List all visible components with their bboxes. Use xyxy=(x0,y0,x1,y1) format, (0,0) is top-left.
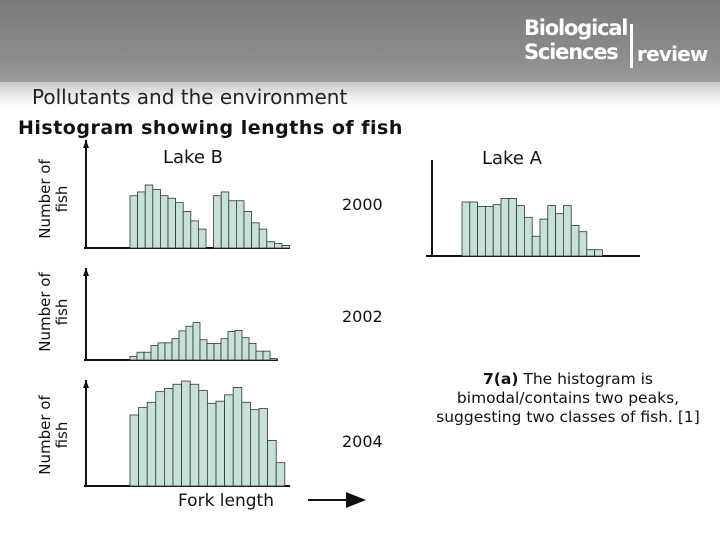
bar-lake-b-2000-20 xyxy=(281,245,290,249)
bar-lake-b-2000-13 xyxy=(228,200,237,249)
bar-lake-b-2000-0 xyxy=(129,195,138,249)
bar-lake-a-2000-15 xyxy=(578,231,588,257)
logo-line1: Biological xyxy=(524,16,629,40)
x-axis-label: Fork length xyxy=(178,491,274,511)
year-label-2004: 2004 xyxy=(342,432,383,451)
bar-lake-b-2004-17 xyxy=(275,462,286,487)
bar-lake-b-2004-14 xyxy=(249,409,260,487)
bar-lake-b-2002-20 xyxy=(269,358,278,361)
bar-lake-b-2000-11 xyxy=(213,195,222,249)
bar-lake-b-2000-17 xyxy=(258,228,268,249)
bar-lake-b-2002-7 xyxy=(178,330,187,361)
bar-lake-b-2002-6 xyxy=(171,338,180,361)
bar-lake-a-2000-17 xyxy=(594,249,603,257)
header-band: Biological Sciences review xyxy=(0,0,720,82)
bar-lake-a-2000-4 xyxy=(492,204,502,257)
bar-lake-b-2002-11 xyxy=(206,342,215,361)
bar-lake-b-2004-2 xyxy=(146,401,157,487)
bar-lake-a-2000-12 xyxy=(555,213,564,257)
answer-label: 7(a) xyxy=(483,370,519,388)
bar-lake-b-2004-15 xyxy=(258,408,269,487)
bar-lake-b-2002-18 xyxy=(255,350,264,361)
bar-lake-a-2000-5 xyxy=(500,197,510,257)
bar-lake-b-2004-6 xyxy=(181,380,191,487)
bar-lake-b-2002-16 xyxy=(241,337,250,361)
bar-lake-a-2000-8 xyxy=(524,216,533,257)
year-label-2000: 2000 xyxy=(342,195,383,214)
bar-lake-b-2002-2 xyxy=(143,351,152,361)
bar-lake-b-2002-12 xyxy=(213,342,222,361)
bar-lake-b-2004-12 xyxy=(232,387,243,487)
bar-lake-b-2000-12 xyxy=(220,191,230,249)
lake-b-label: Lake B xyxy=(163,147,223,168)
bar-lake-a-2000-13 xyxy=(563,205,572,257)
bar-lake-b-2002-4 xyxy=(157,342,166,361)
bar-lake-b-2004-7 xyxy=(189,383,200,487)
bar-lake-b-2000-15 xyxy=(243,211,252,249)
bar-lake-b-2004-16 xyxy=(267,440,277,487)
bar-lake-b-2004-11 xyxy=(224,394,234,487)
biological-sciences-review-logo: Biological Sciences review xyxy=(520,16,715,68)
bar-lake-b-2002-1 xyxy=(136,351,145,361)
bar-lake-b-2002-8 xyxy=(185,325,194,361)
bar-lake-b-2002-3 xyxy=(150,345,159,361)
bar-lake-b-2000-5 xyxy=(167,197,176,249)
bar-lake-b-2002-13 xyxy=(220,338,229,361)
bar-lake-b-2004-0 xyxy=(129,414,140,487)
bar-lake-a-2000-9 xyxy=(531,235,541,257)
bar-lake-b-2000-14 xyxy=(235,200,245,249)
bar-lake-a-2000-6 xyxy=(508,197,517,257)
bar-lake-b-2004-5 xyxy=(172,383,183,487)
bar-lake-b-2004-13 xyxy=(241,401,251,487)
bar-lake-b-2002-0 xyxy=(129,355,138,361)
bar-lake-b-2002-19 xyxy=(262,350,271,361)
bar-lake-b-2004-8 xyxy=(198,390,208,487)
lake-a-label: Lake A xyxy=(482,148,542,169)
bar-lake-b-2004-4 xyxy=(163,388,174,487)
bar-lake-b-2000-16 xyxy=(251,222,260,249)
bar-lake-b-2000-2 xyxy=(144,184,154,249)
bar-lake-b-2002-15 xyxy=(234,329,243,361)
bar-lake-a-2000-0 xyxy=(461,201,471,257)
bar-lake-b-2002-9 xyxy=(192,322,201,361)
year-label-2002: 2002 xyxy=(342,307,383,326)
bar-lake-b-2004-3 xyxy=(155,391,165,487)
answer-body: The histogram is bimodal/contains two pe… xyxy=(436,370,700,426)
bar-lake-b-2000-6 xyxy=(175,202,184,249)
bar-lake-b-2000-1 xyxy=(137,191,146,249)
y-axis-arrow-lake-b-2004 xyxy=(83,380,89,388)
chart-title: Histogram showing lengths of fish xyxy=(18,117,403,139)
bar-lake-b-2002-10 xyxy=(199,339,208,361)
bar-lake-a-2000-11 xyxy=(547,205,556,257)
answer-text: 7(a) The histogram is bimodal/contains t… xyxy=(418,370,718,427)
bar-lake-a-2000-1 xyxy=(469,201,478,257)
section-title: Pollutants and the environment xyxy=(32,85,348,109)
bar-lake-a-2000-2 xyxy=(477,206,486,257)
y-axis-arrow-lake-b-2002 xyxy=(83,268,89,276)
bar-lake-b-2000-3 xyxy=(152,189,161,249)
bar-lake-a-2000-7 xyxy=(516,205,525,257)
bar-lake-b-2004-1 xyxy=(138,407,148,487)
bar-lake-a-2000-3 xyxy=(484,206,494,257)
bar-lake-b-2000-9 xyxy=(197,228,207,249)
bar-lake-b-2000-7 xyxy=(182,211,192,249)
bar-lake-b-2004-9 xyxy=(206,402,217,487)
bar-lake-b-2000-4 xyxy=(159,195,169,249)
bar-lake-a-2000-16 xyxy=(586,249,595,257)
bar-lake-b-2000-8 xyxy=(190,220,199,249)
bar-lake-b-2002-17 xyxy=(248,342,257,361)
bar-lake-b-2002-5 xyxy=(164,342,173,361)
bar-lake-b-2000-18 xyxy=(266,241,275,249)
y-axis-arrow-lake-b-2000 xyxy=(83,140,89,148)
logo-word: review xyxy=(637,42,708,66)
bar-lake-a-2000-10 xyxy=(539,218,549,257)
bar-lake-b-2000-19 xyxy=(273,243,283,249)
bar-lake-a-2000-14 xyxy=(570,224,580,257)
subtitle-band xyxy=(0,82,720,110)
bar-lake-b-2002-14 xyxy=(227,330,236,361)
bar-lake-b-2004-10 xyxy=(215,400,226,487)
logo-divider xyxy=(630,24,633,68)
logo-line2: Sciences xyxy=(524,40,619,64)
